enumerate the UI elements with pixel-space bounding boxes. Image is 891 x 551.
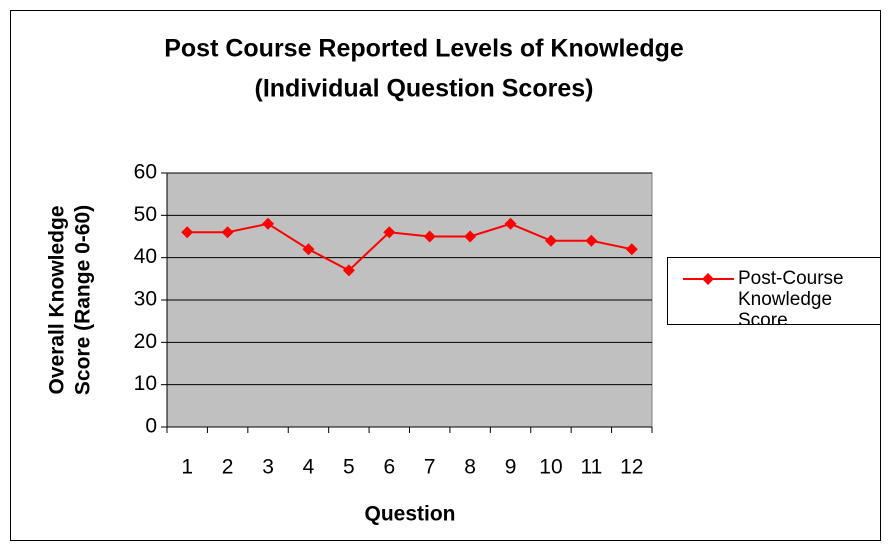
y-tick-label: 20 — [134, 330, 157, 353]
legend: Post-Course Knowledge Score — [667, 257, 881, 331]
data-point — [262, 217, 275, 230]
chart-title: (Individual Question Scores) — [255, 75, 594, 103]
chart-title: Post Course Reported Levels of Knowledge — [164, 35, 684, 63]
x-tick-label: 8 — [464, 456, 476, 479]
data-point — [544, 234, 557, 247]
y-tick-label: 0 — [145, 415, 157, 438]
legend-label: Post-Course Knowledge Score — [738, 268, 849, 331]
y-tick-label: 60 — [134, 161, 157, 184]
data-point — [585, 234, 598, 247]
x-tick-label: 1 — [181, 456, 193, 479]
series-line — [187, 222, 632, 272]
x-axis-label: Question — [364, 503, 455, 526]
y-axis-label: Score (Range 0-60) — [72, 205, 95, 395]
x-tick-label: 9 — [505, 456, 517, 479]
data-point — [342, 264, 355, 277]
x-tick-label: 4 — [303, 456, 315, 479]
x-tick-label: 7 — [424, 456, 436, 479]
x-tick-label: 2 — [222, 456, 234, 479]
data-point — [181, 226, 194, 239]
data-point — [423, 230, 436, 243]
legend-clip: Post-Course Knowledge Score — [683, 268, 849, 331]
data-point — [302, 243, 315, 256]
x-tick-label: 12 — [620, 456, 643, 479]
data-point — [221, 226, 234, 239]
x-tick-label: 3 — [262, 456, 274, 479]
legend-marker — [702, 273, 714, 285]
y-tick-label: 30 — [134, 288, 157, 311]
y-tick-label: 40 — [134, 245, 157, 268]
data-point — [625, 243, 638, 256]
legend-box — [667, 257, 881, 325]
data-point — [504, 217, 517, 230]
y-tick-label: 10 — [134, 372, 157, 395]
x-tick-label: 10 — [539, 456, 562, 479]
x-tick-label: 11 — [580, 456, 602, 479]
data-point — [464, 230, 477, 243]
y-axis-label: Overall Knowledge — [46, 205, 69, 394]
data-point — [383, 226, 396, 239]
x-tick-label: 6 — [383, 456, 395, 479]
x-tick-label: 5 — [343, 456, 355, 479]
y-tick-label: 50 — [134, 203, 157, 226]
